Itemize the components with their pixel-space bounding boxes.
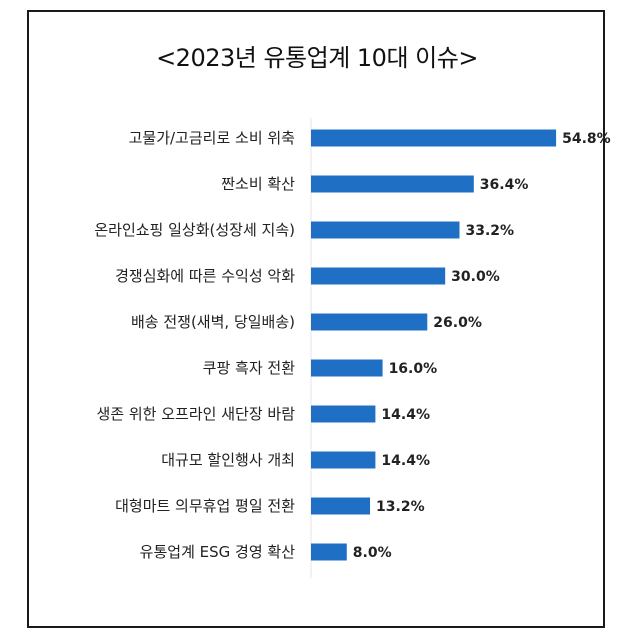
- value-label-5: 16.0%: [389, 361, 438, 377]
- category-label-6: 생존 위한 오프라인 새단장 바람: [97, 405, 296, 423]
- bar-1: [311, 175, 474, 193]
- value-label-0: 54.8%: [562, 131, 611, 147]
- value-label-3: 30.0%: [451, 269, 500, 285]
- value-label-9: 8.0%: [353, 545, 392, 561]
- bar-2: [311, 221, 460, 239]
- bar-3: [311, 267, 446, 285]
- category-label-3: 경쟁심화에 따른 수익성 악화: [115, 267, 295, 285]
- value-label-1: 36.4%: [480, 177, 529, 193]
- value-label-6: 14.4%: [381, 407, 430, 423]
- bar-8: [311, 497, 371, 515]
- category-label-9: 유통업계 ESG 경영 확산: [140, 543, 296, 561]
- category-label-0: 고물가/고금리로 소비 위축: [129, 129, 295, 147]
- bar-7: [311, 451, 376, 469]
- bar-4: [311, 313, 428, 331]
- bar-0: [311, 129, 557, 147]
- chart-marks: 고물가/고금리로 소비 위축 54.8% 짠소비 확산 36.4% 온라인쇼핑 일상화(…: [94, 129, 610, 561]
- category-label-7: 대규모 할인행사 개최: [161, 451, 295, 469]
- category-label-5: 쿠팡 흑자 전환: [203, 359, 296, 377]
- chart-title: <2023년 유통업계 10대 이슈>: [156, 44, 478, 72]
- bar-9: [311, 543, 347, 561]
- category-label-4: 배송 전쟁(새벽, 당일배송): [131, 313, 295, 331]
- value-label-7: 14.4%: [381, 453, 430, 469]
- value-label-4: 26.0%: [433, 315, 482, 331]
- category-label-8: 대형마트 의무휴업 평일 전환: [115, 497, 295, 515]
- bar-6: [311, 405, 376, 423]
- category-label-1: 짠소비 확산: [221, 175, 295, 193]
- bar-5: [311, 359, 383, 377]
- category-label-2: 온라인쇼핑 일상화(성장세 지속): [94, 221, 295, 239]
- value-label-2: 33.2%: [465, 223, 514, 239]
- value-label-8: 13.2%: [376, 499, 425, 515]
